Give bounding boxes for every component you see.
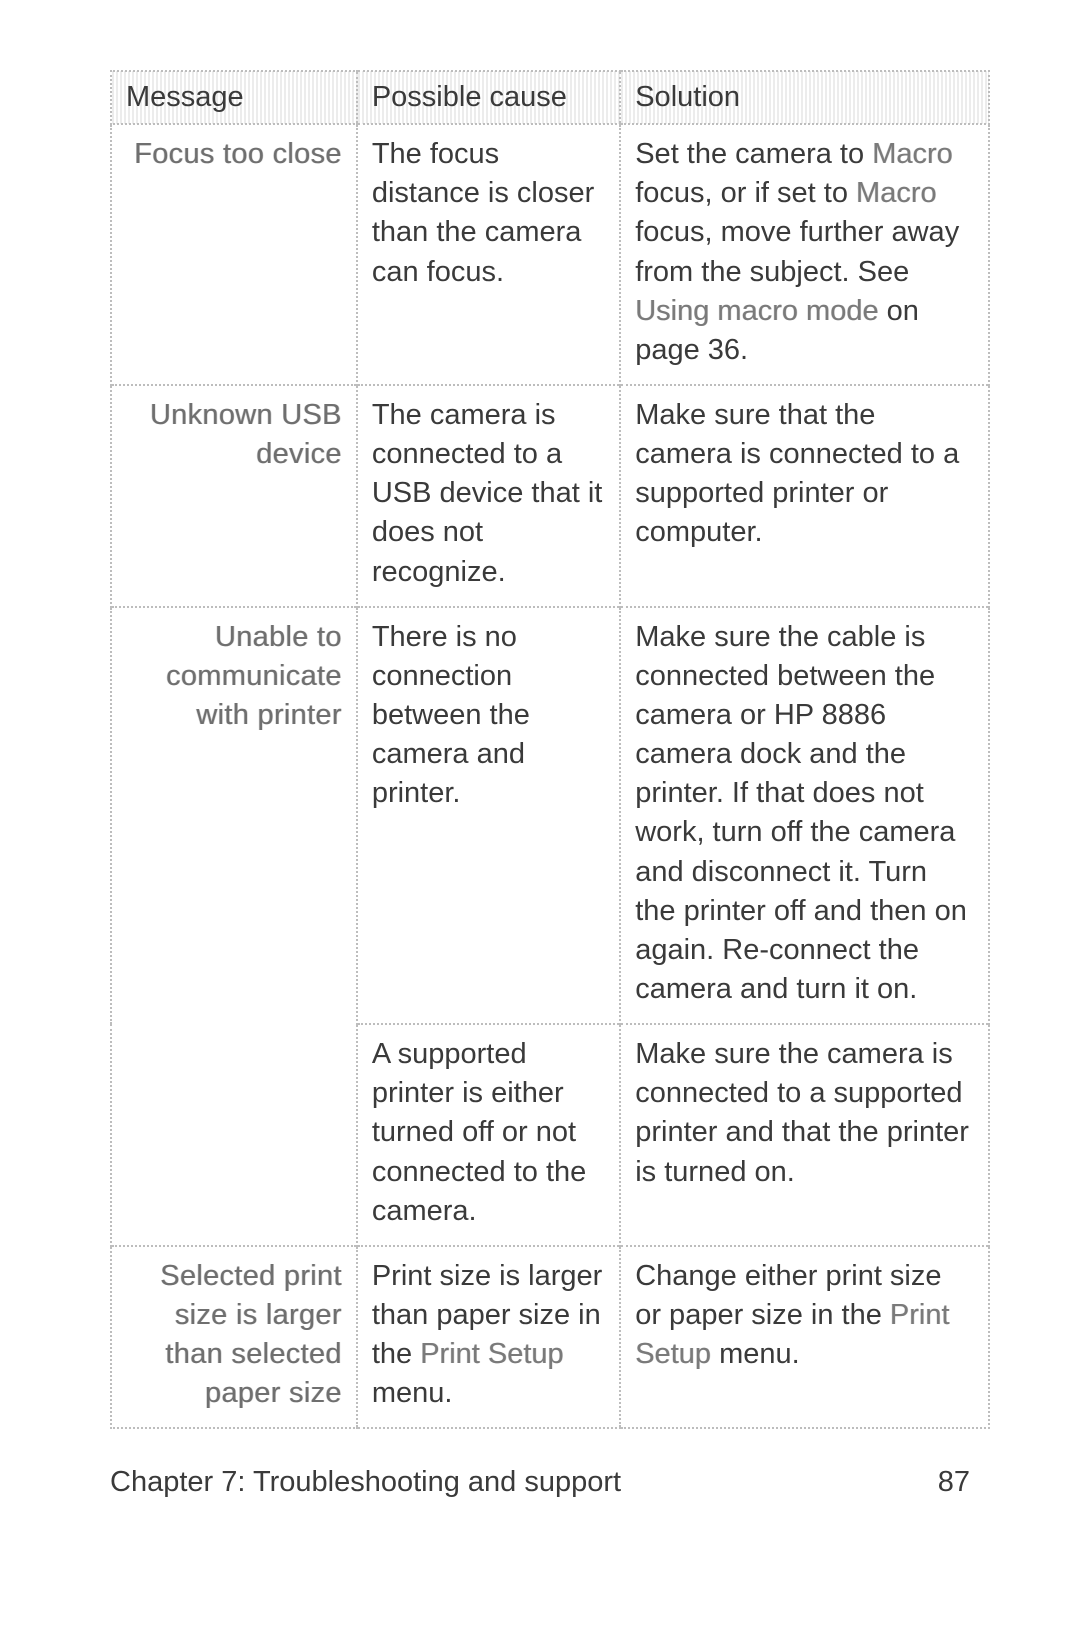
- cell-message: Focus too close: [111, 124, 357, 385]
- troubleshooting-table: Message Possible cause Solution Focus to…: [110, 70, 990, 1429]
- solution-text: Make sure that the camera is connected t…: [635, 399, 959, 548]
- term-macro-2: Macro: [856, 177, 937, 209]
- cell-message: Unknown USB device: [111, 385, 357, 607]
- cause-text-post: menu.: [372, 1377, 453, 1409]
- cell-cause: The camera is connected to a USB device …: [357, 385, 620, 607]
- col-header-solution-text: Solution: [635, 81, 740, 113]
- col-header-message-text: Message: [126, 81, 244, 113]
- cell-cause: There is no connection between the camer…: [357, 607, 620, 1024]
- table-header-row: Message Possible cause Solution: [111, 71, 989, 124]
- solution-text-post: menu.: [711, 1338, 800, 1370]
- solution-text: Make sure the camera is connected to a s…: [635, 1038, 969, 1187]
- table-row: Unknown USB device The camera is connect…: [111, 385, 989, 607]
- manual-page: Message Possible cause Solution Focus to…: [0, 0, 1080, 1629]
- cell-message: Unable to communicate with printer: [111, 607, 357, 1246]
- term-macro-mode: Using macro mode: [635, 295, 878, 327]
- cause-text: A supported printer is either turned off…: [372, 1038, 586, 1227]
- solution-text-mid2: focus, move further away from the subjec…: [635, 216, 959, 287]
- message-text: Selected print size is larger than selec…: [160, 1260, 342, 1409]
- solution-text: Make sure the cable is connected between…: [635, 621, 967, 1005]
- page-number: 87: [938, 1466, 970, 1499]
- cell-message: Selected print size is larger than selec…: [111, 1246, 357, 1429]
- solution-text-mid1: focus, or if set to: [635, 177, 856, 209]
- col-header-cause-text: Possible cause: [372, 81, 567, 113]
- table-row: Focus too close The focus distance is cl…: [111, 124, 989, 385]
- cell-solution: Make sure the camera is connected to a s…: [620, 1024, 989, 1246]
- cell-solution: Make sure the cable is connected between…: [620, 607, 989, 1024]
- cause-text: The focus distance is closer than the ca…: [372, 138, 594, 287]
- col-header-solution: Solution: [620, 71, 989, 124]
- solution-text-pre1: Set the camera to: [635, 138, 872, 170]
- table-row: Selected print size is larger than selec…: [111, 1246, 989, 1429]
- cell-solution: Set the camera to Macro focus, or if set…: [620, 124, 989, 385]
- page-footer: Chapter 7: Troubleshooting and support 8…: [110, 1466, 970, 1499]
- cell-cause: A supported printer is either turned off…: [357, 1024, 620, 1246]
- col-header-cause: Possible cause: [357, 71, 620, 124]
- message-text: Unknown USB device: [150, 399, 342, 470]
- cell-solution: Change either print size or paper size i…: [620, 1246, 989, 1429]
- cause-text: The camera is connected to a USB device …: [372, 399, 603, 588]
- cell-cause: Print size is larger than paper size in …: [357, 1246, 620, 1429]
- message-text: Focus too close: [134, 138, 342, 170]
- message-text: Unable to communicate with printer: [166, 621, 342, 731]
- chapter-label: Chapter 7: Troubleshooting and support: [110, 1466, 621, 1499]
- term-print-setup-1: Print Setup: [420, 1338, 563, 1370]
- cause-text: There is no connection between the camer…: [372, 621, 530, 810]
- term-macro-1: Macro: [872, 138, 953, 170]
- cell-cause: The focus distance is closer than the ca…: [357, 124, 620, 385]
- table-row: Unable to communicate with printer There…: [111, 607, 989, 1024]
- cell-solution: Make sure that the camera is connected t…: [620, 385, 989, 607]
- col-header-message: Message: [111, 71, 357, 124]
